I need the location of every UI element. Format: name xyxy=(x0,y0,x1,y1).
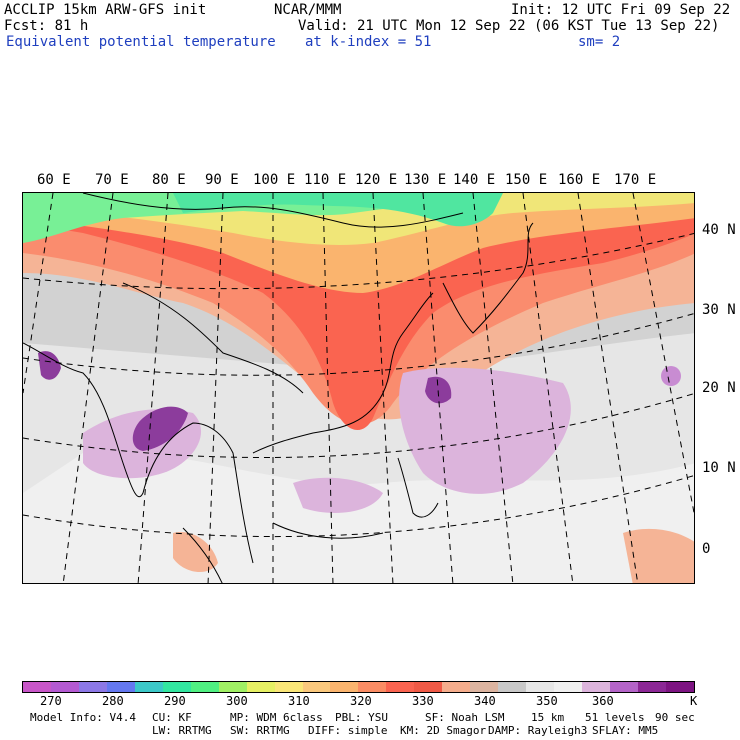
damping: DAMP: Rayleigh3 xyxy=(488,724,588,737)
colorbar-tick: 360 xyxy=(592,694,614,708)
border-line xyxy=(122,282,304,394)
colorbar-swatch xyxy=(498,682,527,692)
pbl-scheme: PBL: YSU xyxy=(335,711,388,724)
colorbar-tick: 270 xyxy=(40,694,62,708)
colorbar-swatch xyxy=(78,682,107,692)
colorbar-swatch xyxy=(470,682,499,692)
diffusion: DIFF: simple xyxy=(308,724,388,737)
colorbar-tick: 310 xyxy=(288,694,310,708)
colorbar-swatch xyxy=(526,682,555,692)
lavender-scs xyxy=(293,477,383,513)
shortwave-scheme: SW: RRTMG xyxy=(230,724,290,737)
colorbar-tick: 280 xyxy=(102,694,124,708)
colorbar-swatch xyxy=(414,682,443,692)
colorbar-tick: 320 xyxy=(350,694,372,708)
lon-label: 70 E xyxy=(95,172,129,188)
colorbar-swatch xyxy=(302,682,331,692)
colorbar-swatch xyxy=(23,682,51,692)
smoothing: sm= 2 xyxy=(578,34,621,50)
map-canvas xyxy=(23,193,694,583)
institution: NCAR/MMM xyxy=(274,2,342,18)
warm-zone-red xyxy=(23,193,694,430)
forecast-hour: Fcst: 81 h xyxy=(4,18,89,34)
purple-arabian xyxy=(38,351,61,380)
colorbar-tick: 350 xyxy=(536,694,558,708)
coastline xyxy=(442,222,534,334)
lon-label: 90 E xyxy=(205,172,239,188)
colorbar-swatch xyxy=(665,682,694,692)
lat-label: 40 N xyxy=(702,222,736,238)
model-info: Model Info: V4.4 xyxy=(30,711,136,724)
levels: 51 levels xyxy=(585,711,645,724)
peach-east xyxy=(623,528,694,583)
valid-time: Valid: 21 UTC Mon 12 Sep 22 (06 KST Tue … xyxy=(298,18,720,34)
colorbar-tick: 290 xyxy=(164,694,186,708)
coastline xyxy=(23,342,254,564)
purple-wpac xyxy=(425,376,452,404)
run-title: ACCLIP 15km ARW-GFS init xyxy=(4,2,207,18)
lon-label: 170 E xyxy=(614,172,657,188)
lon-label: 80 E xyxy=(152,172,186,188)
colorbar-swatch xyxy=(106,682,135,692)
color-bar xyxy=(22,681,695,693)
colorbar-tick: 330 xyxy=(412,694,434,708)
lat-label: 20 N xyxy=(702,380,736,396)
colorbar-swatch xyxy=(582,682,611,692)
colorbar-swatch xyxy=(637,682,666,692)
microphysics-scheme: MP: WDM 6class xyxy=(230,711,323,724)
colorbar-tick: 340 xyxy=(474,694,496,708)
border-line xyxy=(82,193,464,228)
lat-label: 10 N xyxy=(702,460,736,476)
colorbar-tick: 300 xyxy=(226,694,248,708)
coastlines xyxy=(23,193,534,583)
purple-india xyxy=(132,406,188,451)
colorbar-swatch xyxy=(610,682,638,692)
lon-label: 110 E xyxy=(304,172,347,188)
surface-scheme: SF: Noah LSM xyxy=(425,711,505,724)
lat-label: 0 xyxy=(702,541,711,557)
meridian-line xyxy=(23,193,54,394)
coastline xyxy=(397,457,439,518)
coastline xyxy=(272,522,384,539)
lat-label: 30 N xyxy=(702,302,736,318)
peach-sumatra xyxy=(173,532,218,573)
purple-typhoon xyxy=(661,366,681,386)
colorbar-swatch xyxy=(218,682,247,692)
time-step: 90 sec xyxy=(655,711,695,724)
resolution: 15 km xyxy=(531,711,565,724)
colorbar-unit: K xyxy=(690,694,698,708)
colorbar-swatch xyxy=(162,682,191,692)
lon-label: 160 E xyxy=(558,172,601,188)
lon-label: 150 E xyxy=(505,172,548,188)
colorbar-swatch xyxy=(50,682,79,692)
band-teal xyxy=(173,193,503,227)
field-name: Equivalent potential temperature xyxy=(6,34,276,50)
colorbar-swatch xyxy=(442,682,471,692)
lon-label: 120 E xyxy=(355,172,398,188)
longwave-scheme: LW: RRTMG xyxy=(152,724,212,737)
colorbar-swatch xyxy=(358,682,387,692)
surface-layer: SFLAY: MM5 xyxy=(592,724,659,737)
meridian-line xyxy=(632,193,694,516)
colorbar-swatch xyxy=(554,682,583,692)
colorbar-swatch xyxy=(330,682,359,692)
lon-label: 100 E xyxy=(253,172,296,188)
colorbar-swatch xyxy=(386,682,415,692)
theta-e-map xyxy=(22,192,695,584)
colorbar-swatch xyxy=(190,682,219,692)
meridian-line xyxy=(577,193,639,583)
lon-label: 60 E xyxy=(37,172,71,188)
colorbar-swatch xyxy=(134,682,163,692)
init-time: Init: 12 UTC Fri 09 Sep 22 xyxy=(511,2,731,18)
lon-label: 140 E xyxy=(453,172,496,188)
model-level: at k-index = 51 xyxy=(305,34,432,50)
lon-label: 130 E xyxy=(404,172,447,188)
colorbar-swatch xyxy=(246,682,275,692)
coastline xyxy=(182,527,223,583)
colorbar-swatch xyxy=(274,682,303,692)
graticule xyxy=(23,193,694,583)
cumulus-scheme: CU: KF xyxy=(152,711,192,724)
km-option: KM: 2D Smagor xyxy=(400,724,487,737)
coastline xyxy=(252,292,434,454)
